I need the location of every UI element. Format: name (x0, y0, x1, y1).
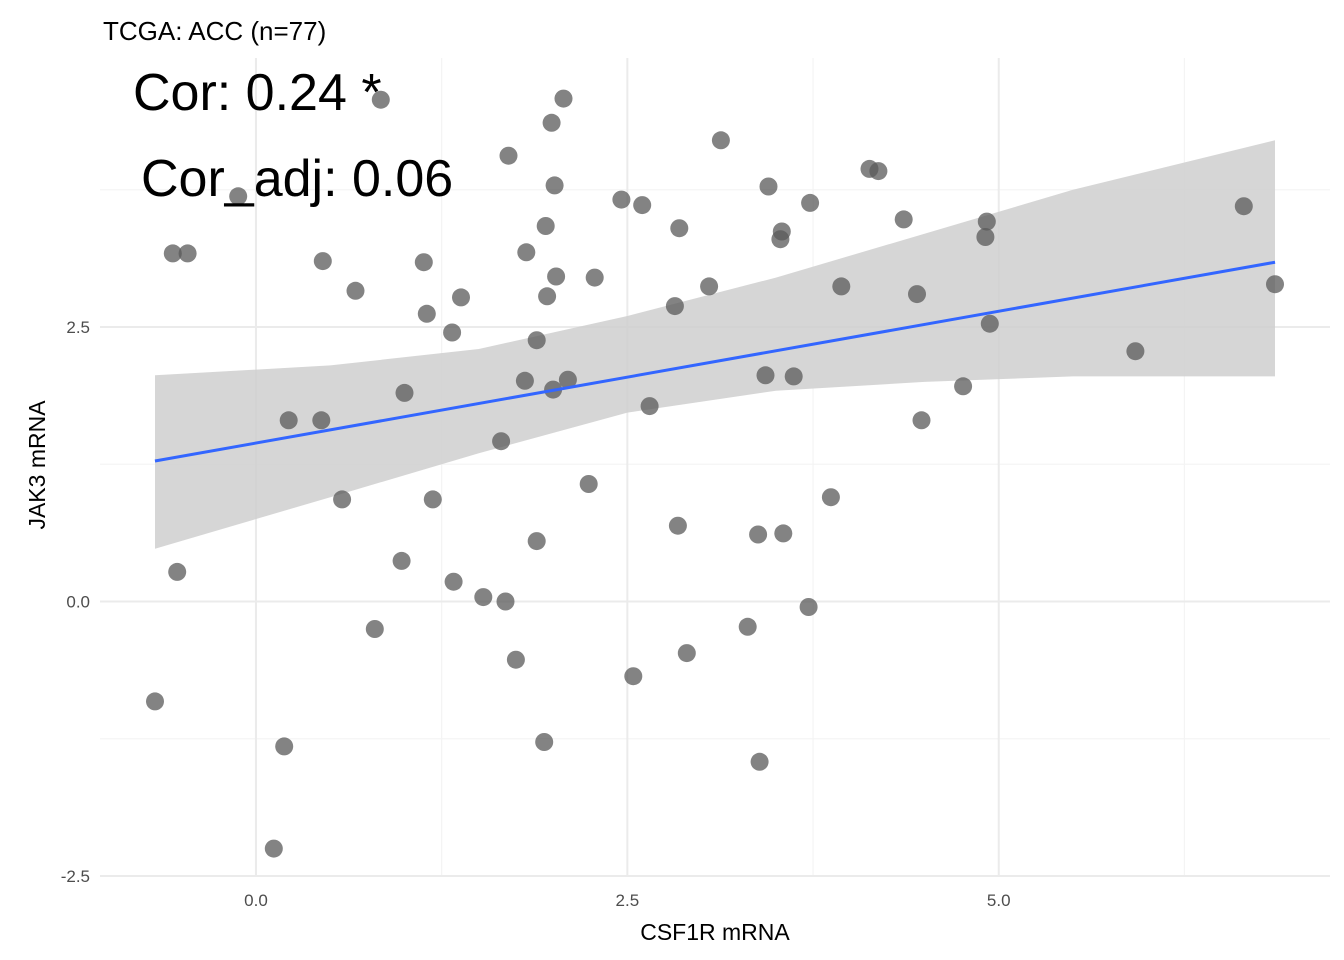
x-axis-title: CSF1R mRNA (640, 919, 790, 945)
data-point (536, 217, 555, 235)
data-point (146, 692, 164, 711)
chart-title: TCGA: ACC (n=77) (103, 16, 326, 46)
data-point (517, 243, 536, 262)
data-point (444, 572, 463, 591)
data-point (443, 323, 462, 342)
data-point (279, 411, 298, 430)
data-point (585, 268, 604, 287)
data-point (749, 525, 768, 544)
data-point (954, 377, 973, 396)
data-point (750, 752, 769, 771)
data-point (772, 222, 791, 241)
data-point (832, 277, 851, 296)
data-point (538, 287, 557, 306)
data-point (912, 411, 931, 430)
data-point (980, 314, 999, 333)
data-point (527, 532, 546, 551)
data-point (558, 370, 577, 389)
data-point (163, 244, 182, 263)
data-point (264, 839, 283, 858)
y-axis-title: JAK3 mRNA (24, 400, 50, 530)
y-tick-label: 2.5 (66, 318, 90, 337)
data-point (976, 228, 995, 246)
y-tick-label: -2.5 (61, 867, 90, 886)
data-point (977, 212, 996, 231)
data-point (492, 432, 511, 451)
data-points-layer (146, 89, 1284, 858)
data-point (506, 650, 525, 669)
data-point (784, 367, 803, 386)
data-point (799, 598, 818, 616)
x-tick-label: 0.0 (244, 891, 268, 910)
fit-line-layer (154, 260, 1276, 463)
data-point (894, 210, 913, 229)
data-point (1126, 342, 1145, 361)
data-point (547, 267, 566, 286)
data-point (579, 475, 598, 493)
data-point (275, 737, 294, 756)
data-point (821, 488, 840, 507)
data-point (496, 592, 515, 611)
data-point (527, 331, 546, 350)
data-point (759, 177, 778, 196)
data-point (346, 281, 365, 300)
data-point (1234, 197, 1253, 216)
tick-labels-layer: 0.0 2.5 5.0 -2.5 0.0 2.5 (61, 318, 1011, 910)
data-point (474, 588, 493, 607)
data-point (168, 562, 187, 581)
data-point (414, 253, 433, 272)
data-point (333, 490, 352, 509)
regression-line (154, 260, 1276, 463)
adjusted-correlation-annotation: Cor_adj: 0.06 (141, 150, 453, 208)
data-point (178, 244, 197, 263)
data-point (313, 252, 332, 271)
data-point (371, 90, 390, 109)
data-point (392, 551, 411, 570)
data-point (229, 187, 248, 206)
data-point (1266, 275, 1284, 294)
data-point (908, 285, 926, 304)
data-point (665, 297, 684, 316)
data-point (535, 733, 554, 751)
y-tick-label: 0.0 (66, 593, 90, 612)
data-point (756, 366, 775, 385)
data-point (515, 371, 534, 390)
data-point (670, 219, 689, 238)
data-point (312, 411, 331, 430)
data-point (738, 617, 757, 636)
x-tick-label: 5.0 (987, 891, 1011, 910)
data-point (624, 667, 643, 686)
data-point (633, 196, 652, 215)
data-point (395, 383, 414, 402)
data-point (700, 277, 719, 296)
data-point (542, 113, 561, 132)
data-point (554, 89, 573, 108)
data-point (452, 288, 470, 307)
data-point (711, 131, 730, 150)
data-point (774, 524, 793, 543)
data-point (417, 304, 436, 323)
data-point (801, 193, 820, 212)
data-point (499, 146, 518, 165)
confidence-band-layer (155, 140, 1275, 549)
x-tick-label: 2.5 (616, 891, 640, 910)
correlation-annotation: Cor: 0.24 * (133, 64, 382, 122)
data-point (640, 397, 659, 416)
data-point (365, 620, 384, 638)
data-point (668, 516, 687, 535)
confidence-band (155, 140, 1275, 549)
data-point (423, 490, 442, 509)
data-point (545, 176, 564, 195)
data-point (869, 162, 888, 181)
data-point (612, 190, 631, 209)
data-point (677, 644, 696, 663)
